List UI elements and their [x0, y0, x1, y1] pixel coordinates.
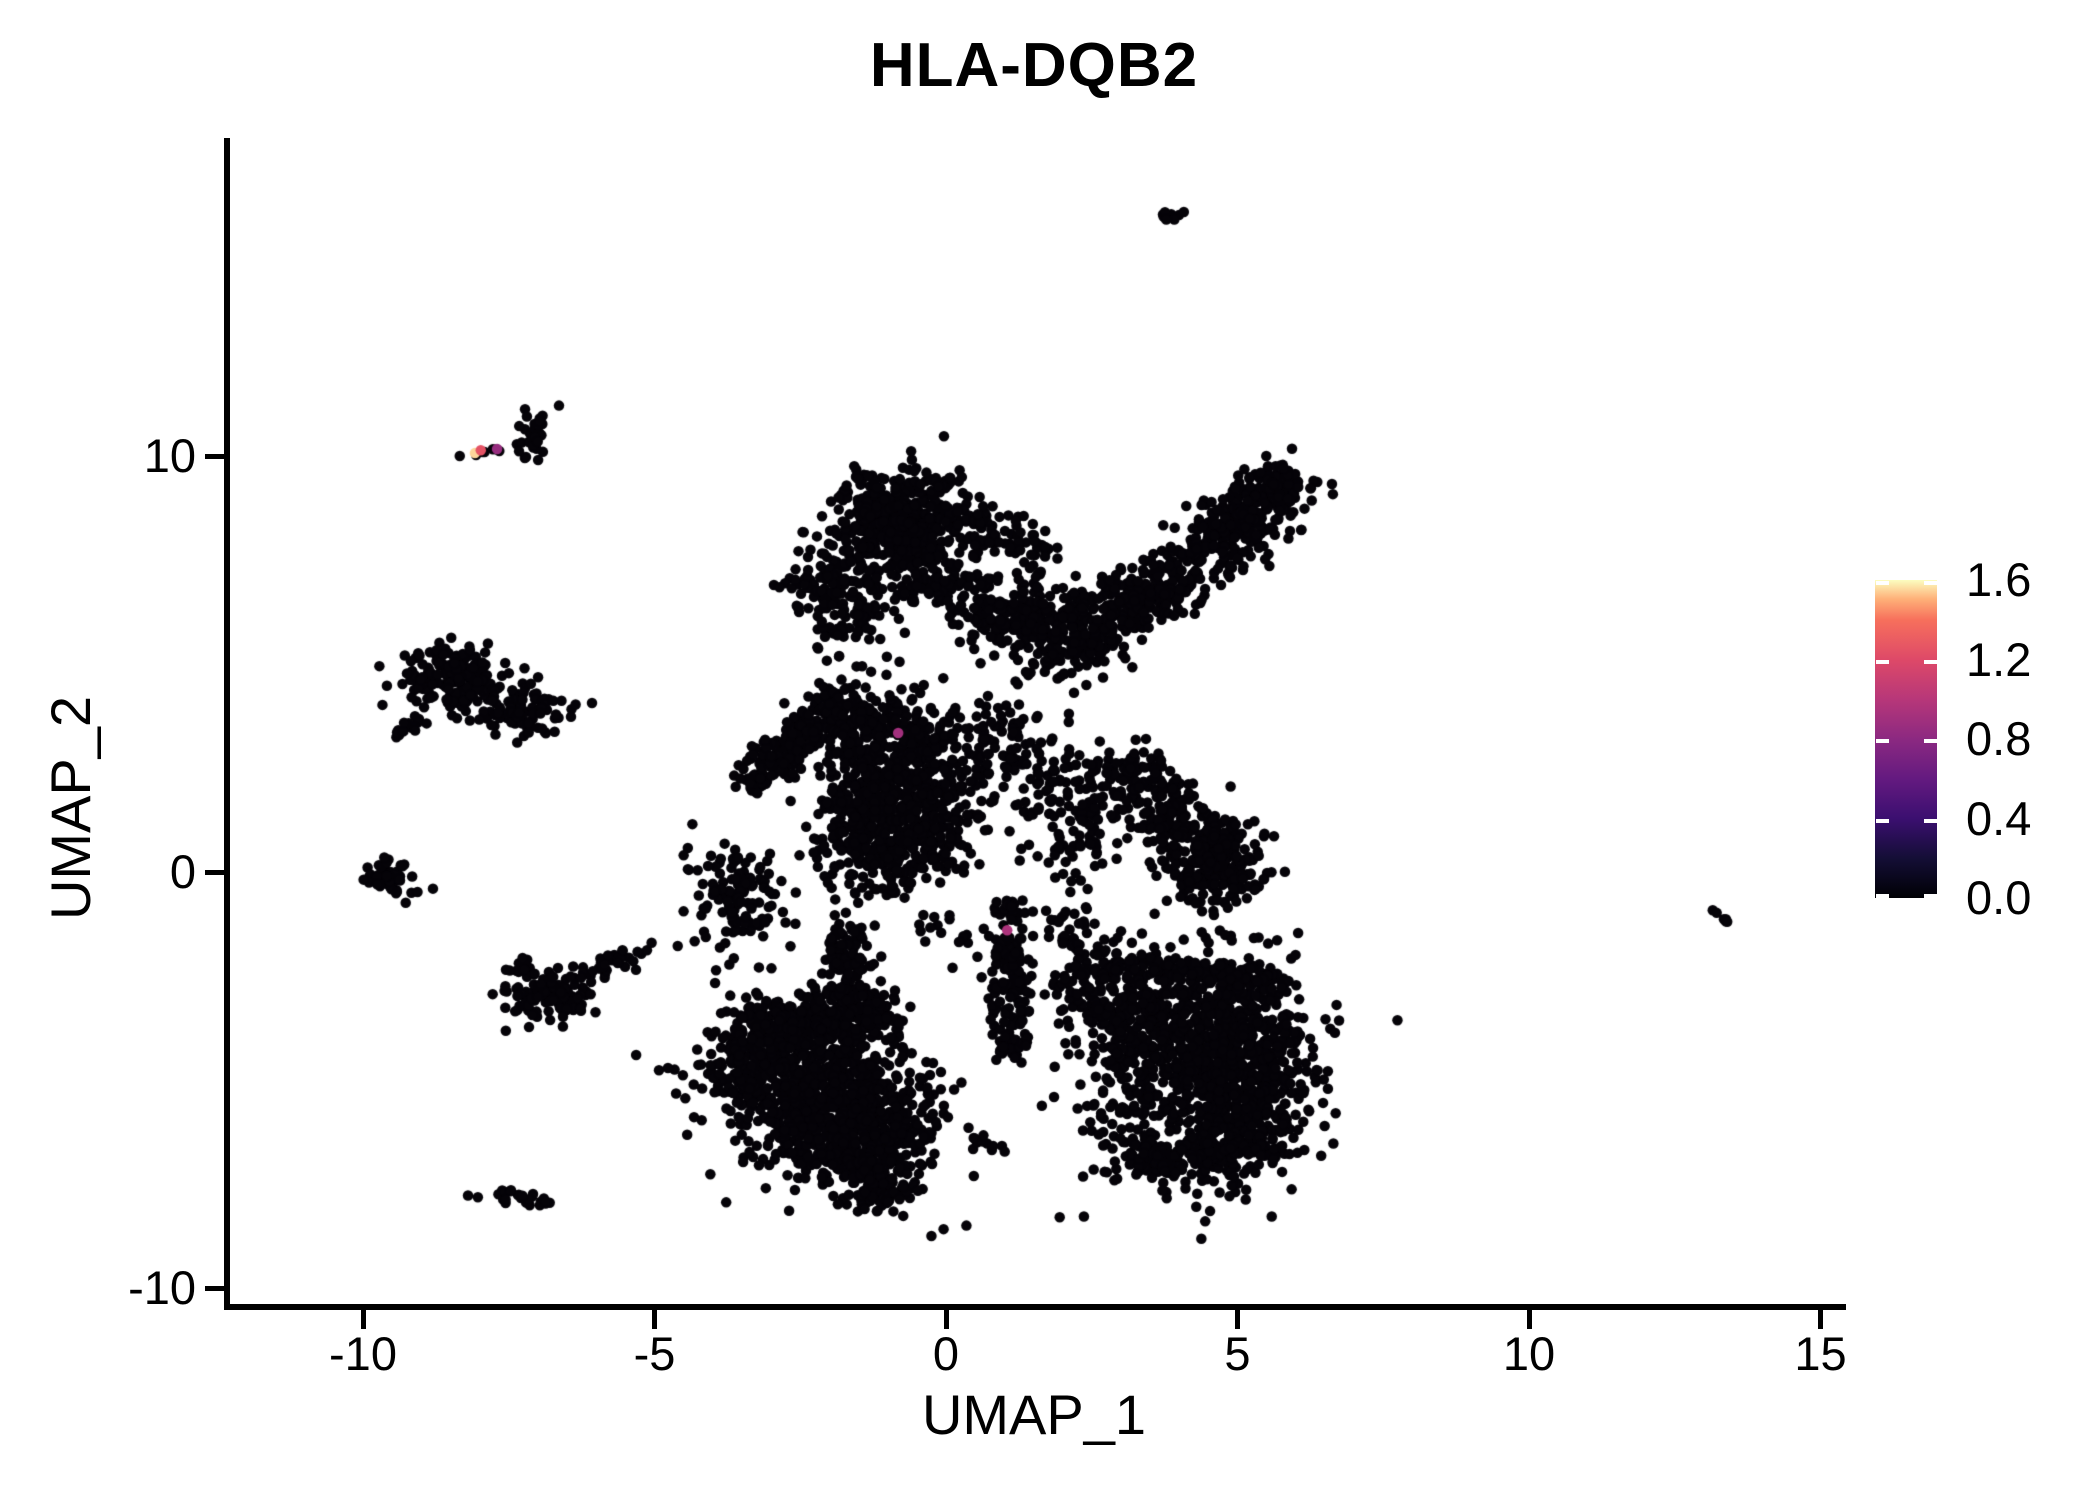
x-axis-label: UMAP_1 [921, 1383, 1147, 1446]
x-tick-mark [652, 1310, 657, 1329]
colorbar-tick-label: 0.4 [1966, 791, 2032, 845]
colorbar-tick-mark [1924, 818, 1937, 823]
y-tick-mark [205, 1285, 224, 1291]
scatter-canvas [228, 140, 1845, 1310]
colorbar-tick-mark [1876, 818, 1889, 823]
colorbar-tick-mark [1924, 581, 1937, 585]
colorbar-tick-label: 0.8 [1966, 712, 2032, 765]
x-tick-mark [1818, 1310, 1823, 1329]
x-tick-mark [1526, 1310, 1532, 1329]
colorbar-tick-mark [1924, 894, 1937, 898]
y-tick-label: 0 [169, 845, 196, 898]
colorbar-tick-mark [1876, 739, 1889, 743]
x-tick-mark [360, 1310, 366, 1329]
y-tick-mark [205, 869, 224, 875]
colorbar-tick-mark [1876, 581, 1889, 585]
colorbar-tick-mark [1924, 739, 1937, 743]
x-tick-mark [943, 1310, 949, 1329]
x-tick-label: 0 [932, 1327, 960, 1380]
y-tick-label: -10 [128, 1261, 196, 1314]
y-axis-line [224, 138, 230, 1310]
colorbar-tick-mark [1876, 894, 1889, 898]
x-tick-label: 5 [1224, 1327, 1251, 1380]
colorbar-tick-label: 1.2 [1966, 632, 2032, 686]
x-tick-label: 15 [1794, 1327, 1847, 1380]
x-tick-mark [1235, 1310, 1240, 1329]
colorbar-tick-mark [1876, 659, 1889, 664]
x-tick-label: -10 [329, 1327, 397, 1380]
x-tick-label: -5 [633, 1327, 676, 1380]
colorbar-tick-mark [1924, 659, 1937, 664]
x-tick-label: 10 [1502, 1327, 1556, 1380]
colorbar-tick-label: 0.0 [1966, 871, 2032, 924]
plot-title: HLA-DQB2 [869, 31, 1199, 100]
colorbar-tick-label: 1.6 [1966, 553, 2032, 606]
y-tick-label: 10 [143, 429, 196, 482]
y-tick-mark [205, 453, 224, 459]
